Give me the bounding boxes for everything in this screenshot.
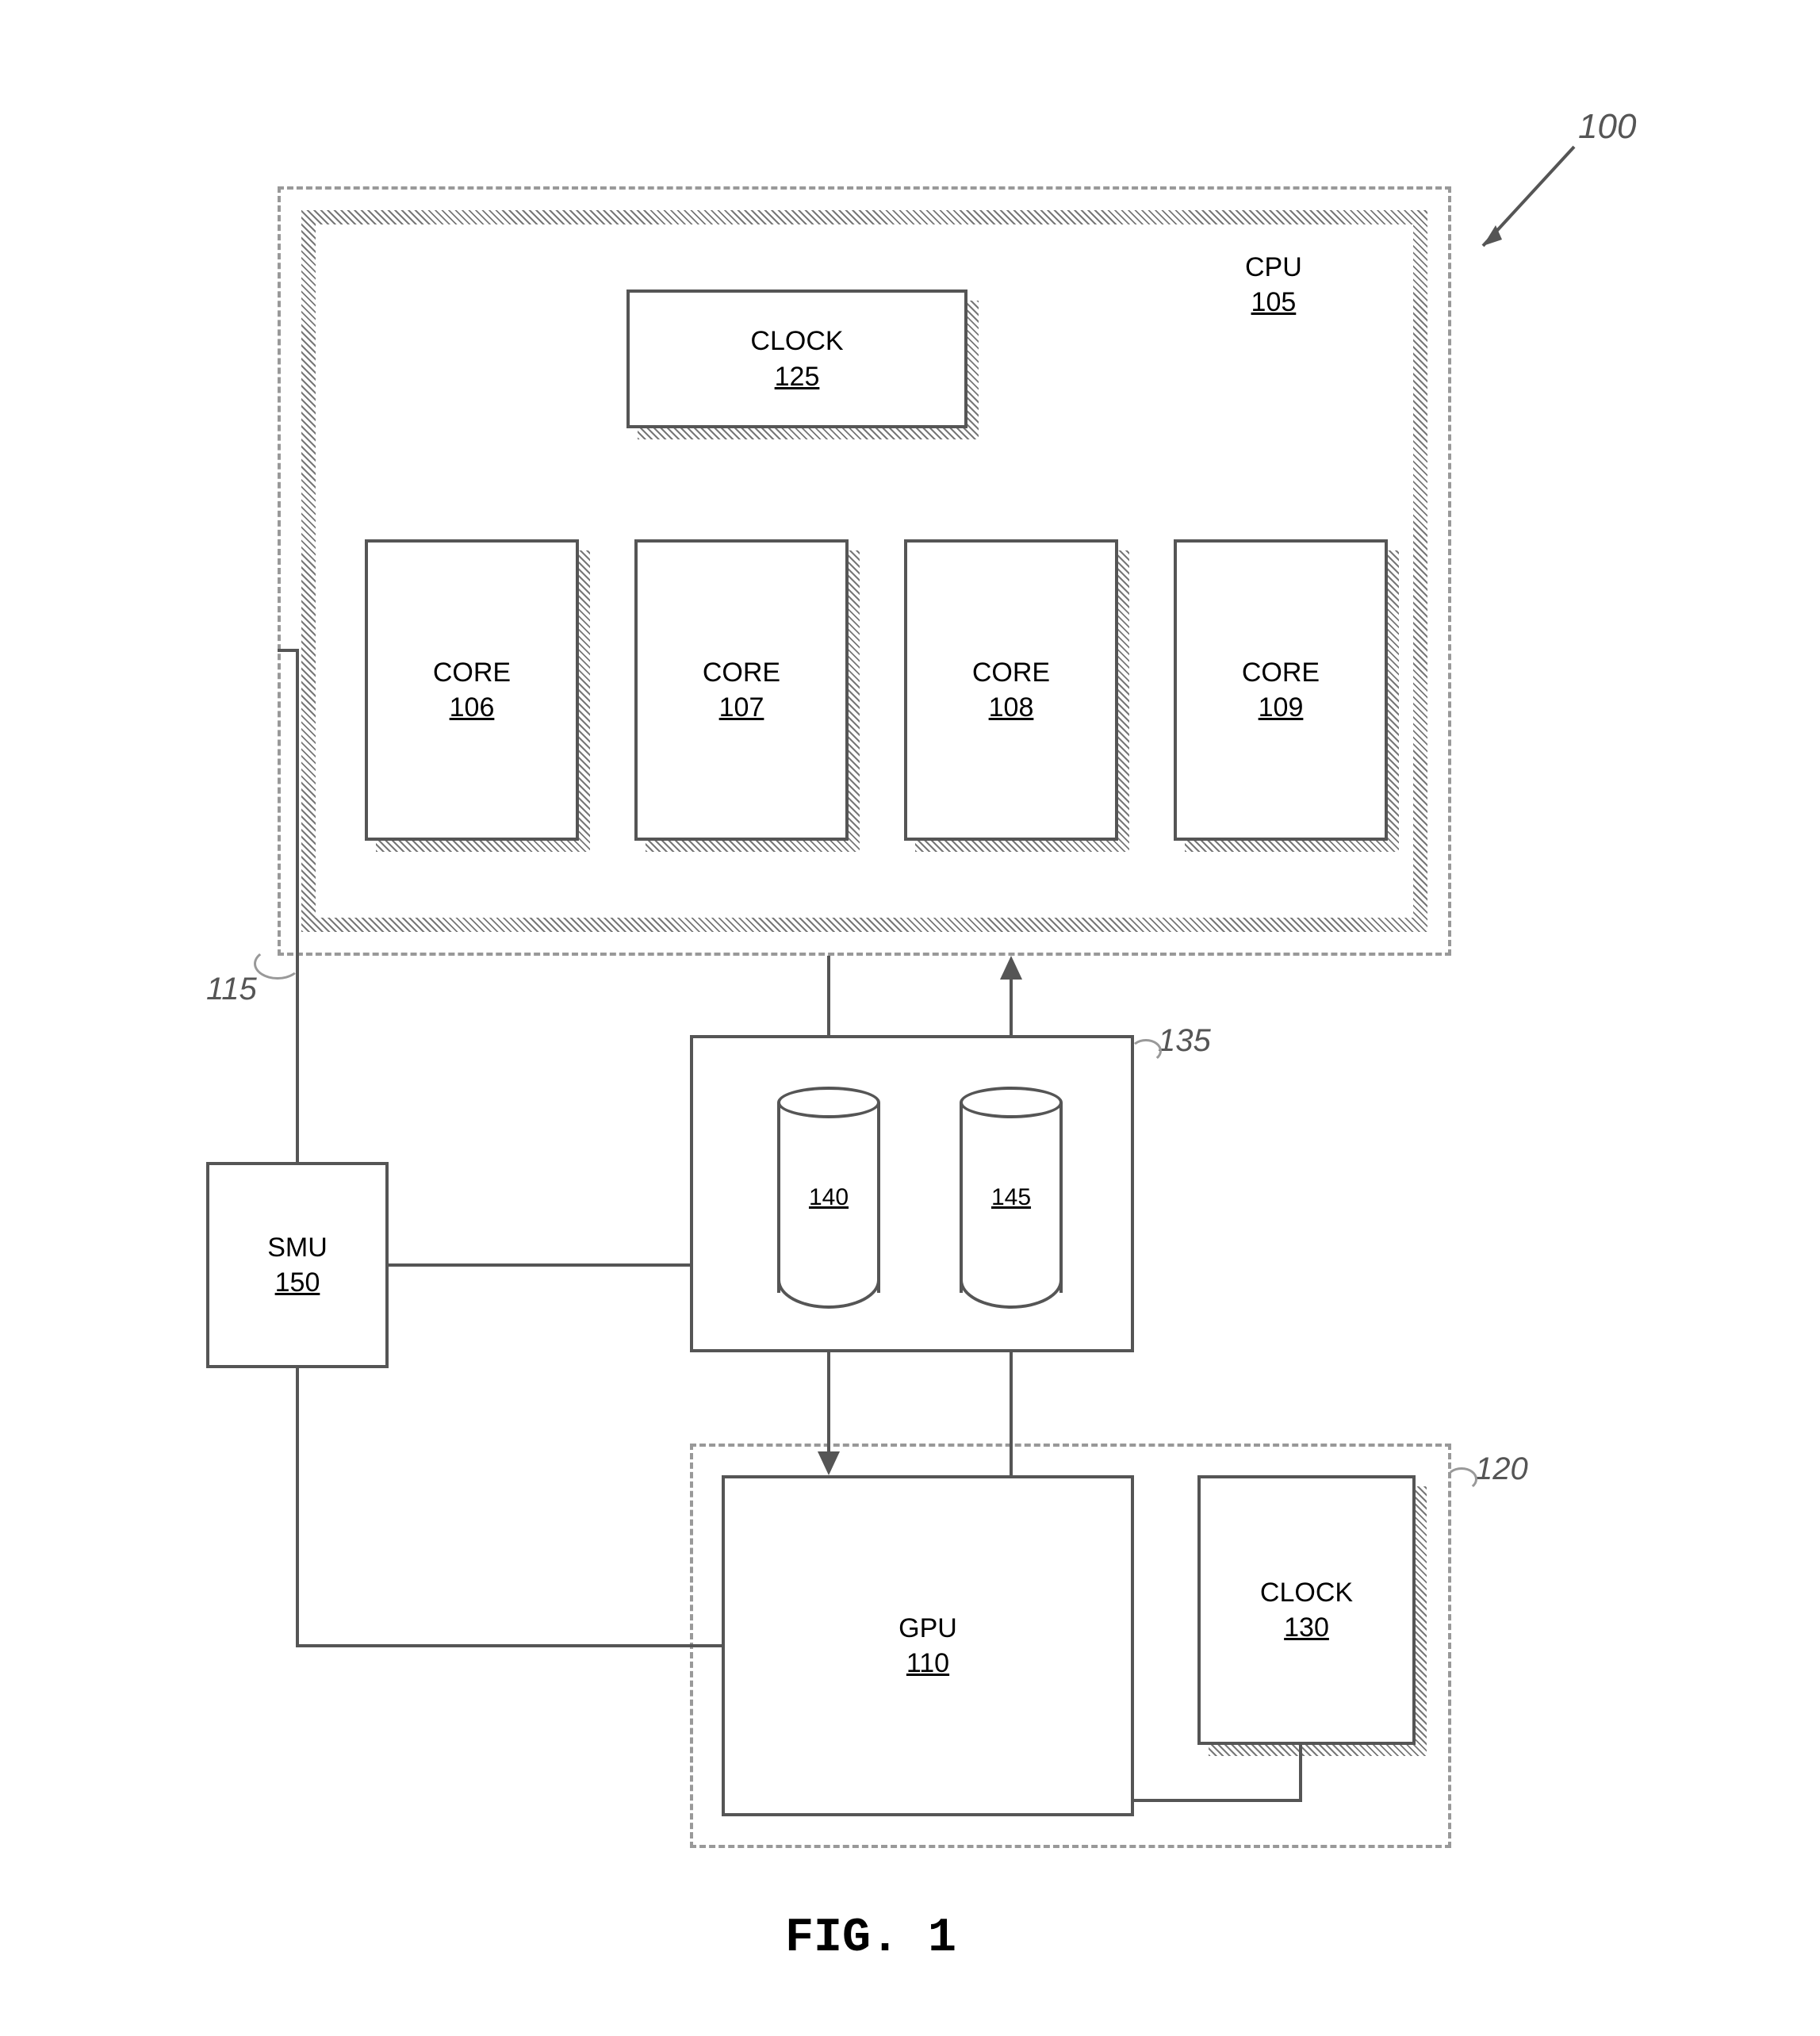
clock125-num: 125 [775, 362, 820, 392]
clock-125: CLOCK 125 [626, 289, 967, 428]
clock130-num: 130 [1284, 1612, 1329, 1643]
core-109: CORE 109 [1174, 539, 1388, 841]
core107-num: 107 [719, 692, 764, 723]
core-106: CORE 106 [365, 539, 579, 841]
figure-title: FIG. 1 [785, 1911, 956, 1965]
core109-text: CORE [1242, 658, 1320, 688]
core107-text: CORE [703, 658, 780, 688]
clock-130: CLOCK 130 [1197, 1475, 1416, 1745]
core108-text: CORE [972, 658, 1050, 688]
core108-num: 108 [989, 692, 1034, 723]
core109-num: 109 [1259, 692, 1304, 723]
core106-text: CORE [433, 658, 511, 688]
core-107: CORE 107 [634, 539, 849, 841]
core106-num: 106 [450, 692, 495, 723]
clock125-text: CLOCK [750, 326, 843, 356]
core-108: CORE 108 [904, 539, 1118, 841]
figure-canvas: 100 115 CPU 105 CLOCK 125 CORE 106 CORE … [32, 32, 1776, 1983]
clock130-text: CLOCK [1260, 1578, 1353, 1608]
